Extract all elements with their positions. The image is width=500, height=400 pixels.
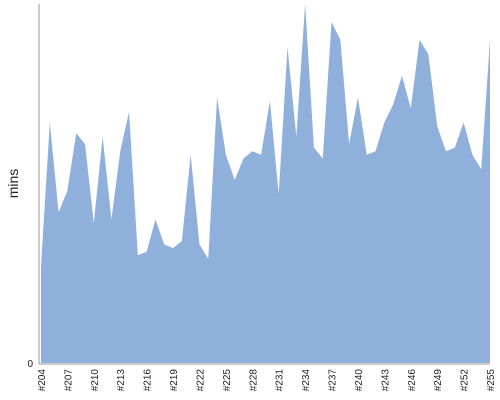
- x-tick-label: #243: [380, 369, 391, 392]
- y-axis-title: mins: [5, 169, 21, 199]
- x-tick-label: #225: [222, 369, 233, 392]
- area-fill: [41, 4, 490, 363]
- x-axis-ticks: #204 #207 #210 #213 #216 #219 #222 #225 #228 #231…: [37, 369, 497, 392]
- x-tick-label: #213: [116, 369, 127, 392]
- x-tick-label: #210: [90, 369, 101, 392]
- x-tick-label: #216: [143, 369, 154, 392]
- x-tick-label: #249: [433, 369, 444, 392]
- x-tick-label: #219: [169, 369, 180, 392]
- x-tick-label: #228: [248, 369, 259, 392]
- x-tick-label: #237: [328, 369, 339, 392]
- y-tick-label: 0: [27, 359, 33, 370]
- x-tick-label: #252: [460, 369, 471, 392]
- x-tick-label: #231: [275, 369, 286, 392]
- x-tick-label: #204: [37, 369, 48, 392]
- x-tick-label: #207: [63, 369, 74, 392]
- x-tick-label: #222: [195, 369, 206, 392]
- x-tick-label: #246: [407, 369, 418, 392]
- x-tick-label: #240: [354, 369, 365, 392]
- x-tick-label: #255: [486, 369, 497, 392]
- x-tick-label: #234: [301, 369, 312, 392]
- area-series: [41, 4, 490, 363]
